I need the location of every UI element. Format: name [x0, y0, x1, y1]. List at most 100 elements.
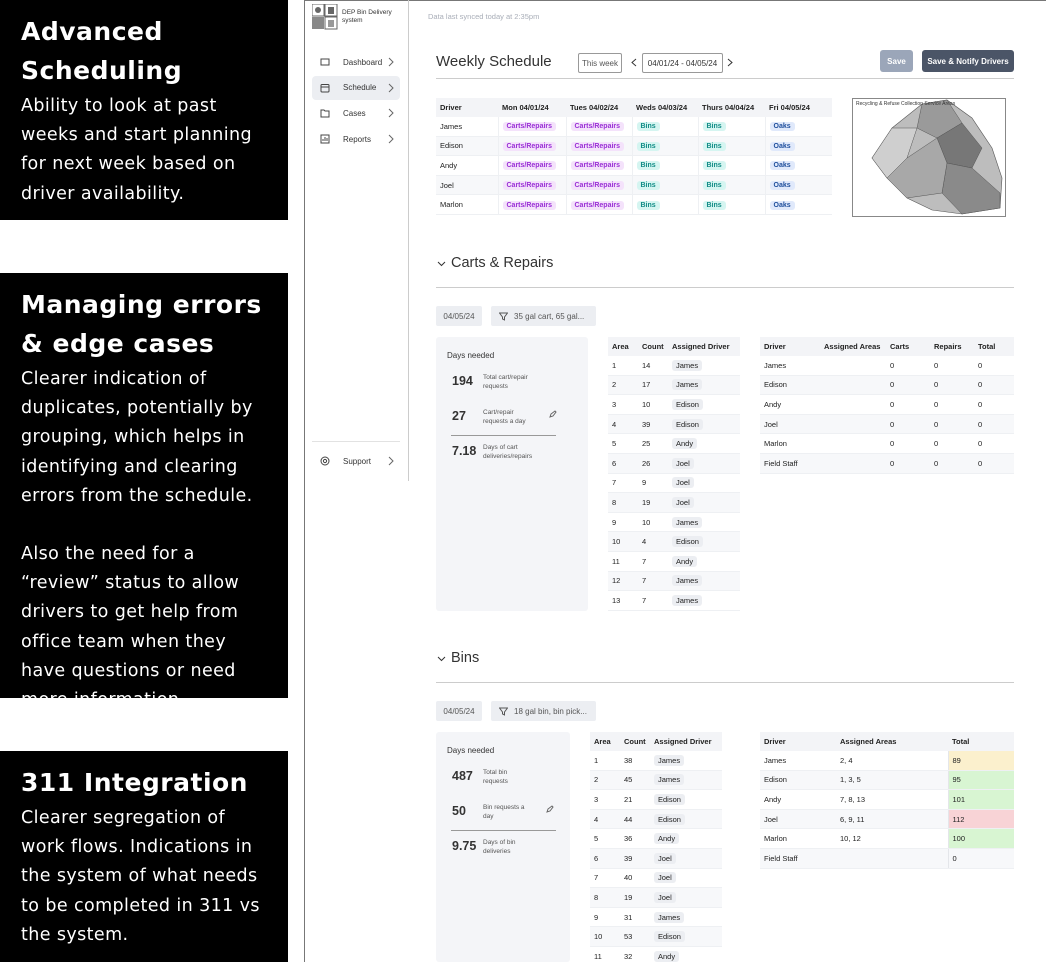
chevron [388, 456, 394, 466]
cell: 0 [930, 414, 974, 435]
row: 4 44 Edison [590, 809, 722, 830]
callout-text: Clearer segregation of work flows. Indic… [21, 808, 260, 945]
cell: Carts/Repairs [565, 155, 632, 176]
cell: Carts/Repairs [565, 175, 632, 196]
cell: 40 [620, 868, 650, 889]
nav-item[interactable]: Cases [312, 101, 400, 125]
row: 3 21 Edison [590, 789, 722, 810]
column-header: Driver [760, 732, 836, 751]
cell: Bins [697, 155, 765, 176]
cell: 3 [590, 789, 620, 810]
row: Andy 0 0 0 [760, 394, 1014, 415]
row: Andy 7, 8, 13 101 [760, 789, 1014, 810]
row: 12 7 James [608, 571, 740, 592]
driver-pill: James [654, 754, 685, 766]
driver-pill: Joel [672, 457, 694, 469]
cell: Andy [650, 828, 722, 849]
cell: James [668, 356, 740, 376]
cell: Carts/Repairs [497, 194, 566, 215]
cell: 0 [886, 453, 930, 474]
cell: 0 [886, 375, 930, 396]
collapse-icon[interactable] [437, 656, 446, 662]
prev-week[interactable] [631, 58, 637, 67]
stat-value: 487 [452, 769, 473, 783]
cell: James [436, 117, 498, 137]
cell: Bins [697, 117, 765, 137]
driver-pill: James [672, 379, 703, 391]
cell [820, 414, 886, 435]
row: 2 45 James [590, 770, 722, 791]
cell: 17 [638, 375, 668, 396]
cell: 0 [974, 375, 1014, 396]
date-range[interactable]: 04/01/24 - 04/05/24 [642, 53, 723, 73]
cell: Carts/Repairs [565, 136, 632, 157]
cell: 5 [608, 433, 638, 454]
cell: 4 [638, 531, 668, 552]
cell: Edison [668, 414, 740, 435]
cell: 9 [638, 473, 668, 494]
date-chip[interactable]: 04/05/24 [436, 701, 482, 721]
nav-item[interactable]: Dashboard [312, 50, 400, 74]
tag: Bins [636, 122, 660, 132]
nav-item[interactable]: Schedule [312, 75, 400, 100]
cell: 21 [620, 789, 650, 810]
cell: Edison [668, 531, 740, 552]
next-week[interactable] [727, 58, 733, 67]
edit-icon[interactable] [549, 410, 557, 418]
tag: Carts/Repairs [502, 181, 557, 191]
cell: 6 [608, 453, 638, 474]
cell: Marlon [760, 828, 836, 849]
cell: 95 [947, 770, 1014, 791]
driver-pill: James [672, 594, 703, 606]
filter-chip[interactable]: 35 gal cart, 65 gal... [491, 306, 596, 326]
cell: Marlon [760, 433, 820, 454]
cell [820, 394, 886, 415]
column-header: Driver [760, 337, 820, 356]
cell: Oaks [764, 155, 832, 176]
driver-pill: Andy [672, 555, 698, 567]
callout: Managing errors & edge cases Clearer indi… [0, 273, 288, 710]
cell: 0 [974, 453, 1014, 474]
cell: James [650, 907, 722, 928]
row: James Carts/Repairs Carts/Repairs Bins Bins O… [436, 117, 832, 137]
row: Marlon 10, 12 100 [760, 828, 1014, 849]
callout-text: Also the need for a “review” status to a… [21, 544, 240, 711]
cell: 7 [590, 868, 620, 889]
cell: Joel [760, 414, 820, 435]
header-row: Driver Assigned Areas Carts Repairs Total [760, 337, 1014, 356]
cell: 9 [608, 512, 638, 533]
cell: 12 [608, 571, 638, 592]
save-notify-button[interactable]: Save & Notify Drivers [922, 50, 1014, 72]
this-week-button[interactable]: This week [578, 53, 622, 73]
nav-icon [320, 58, 330, 66]
save-button[interactable]: Save [880, 50, 913, 72]
stat-label: Cart/repair requests a day [483, 409, 526, 425]
row: Andy Carts/Repairs Carts/Repairs Bins Bins Oa… [436, 155, 832, 176]
cell: 19 [638, 492, 668, 513]
cell: Edison [760, 375, 820, 396]
date-chip[interactable]: 04/05/24 [436, 306, 482, 326]
header-row: Area Count Assigned Driver [608, 337, 740, 356]
nav-support[interactable]: Support [312, 449, 400, 473]
stat-label: Total bin requests [483, 769, 508, 785]
filter-icon [499, 312, 508, 321]
collapse-icon[interactable] [437, 261, 446, 267]
chevron [388, 109, 394, 118]
cell: 39 [620, 848, 650, 869]
nav-label: Reports [343, 134, 372, 144]
cell: Carts/Repairs [565, 117, 632, 137]
tag: Bins [636, 141, 660, 151]
cell: 100 [947, 828, 1014, 849]
cell: Bins [631, 136, 698, 157]
cell: Edison [650, 809, 722, 830]
cell: 0 [974, 394, 1014, 415]
filter-chip[interactable]: 18 gal bin, bin pick... [491, 701, 596, 721]
edit-icon[interactable] [546, 805, 554, 813]
driver-pill: Edison [672, 418, 703, 430]
cell: 32 [620, 946, 650, 962]
nav-item[interactable]: Reports [312, 127, 400, 151]
cell: Joel [650, 868, 722, 889]
cell: 8 [590, 887, 620, 908]
row: 1 38 James [590, 751, 722, 771]
